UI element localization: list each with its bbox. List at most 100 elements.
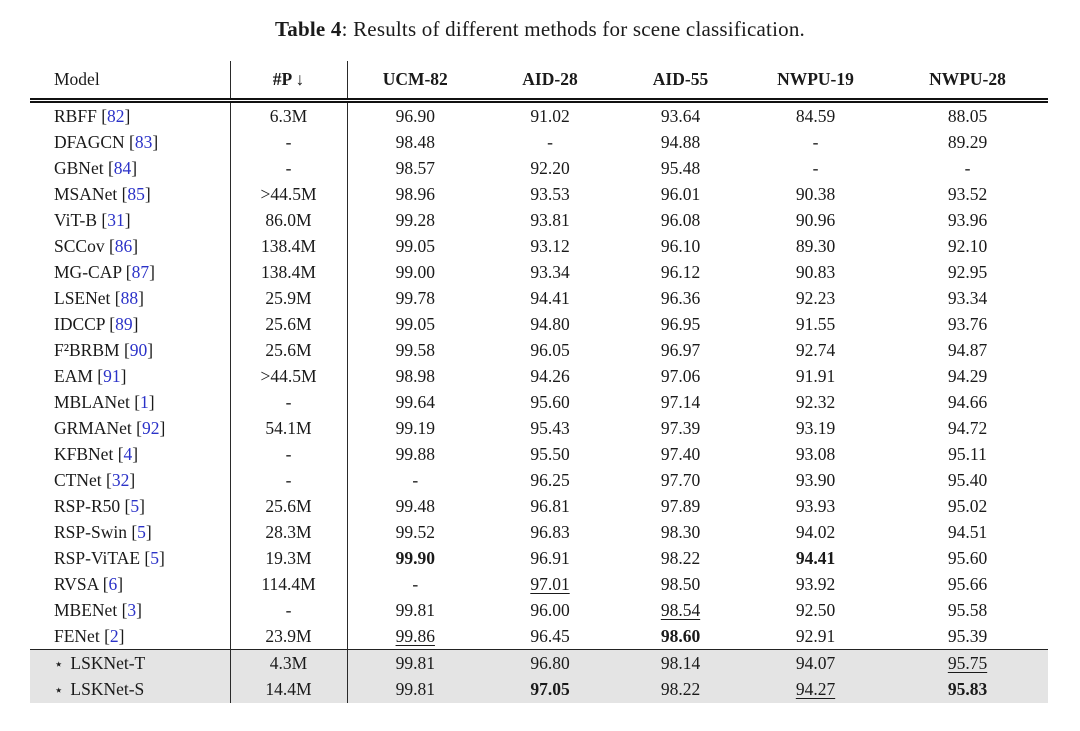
value-cell: 99.90 (395, 547, 435, 568)
citation-link[interactable]: 82 (107, 105, 125, 126)
citation-link[interactable]: 87 (131, 261, 150, 282)
citation-link[interactable]: 4 (123, 443, 133, 464)
params-cell: - (230, 155, 348, 181)
value-cell: 94.87 (947, 339, 988, 360)
value-cell: 99.78 (395, 287, 435, 308)
value-cell: 95.60 (530, 391, 570, 412)
value-cell: 96.00 (530, 599, 570, 620)
value-cell: 99.58 (395, 339, 435, 360)
citation-link[interactable]: 5 (137, 521, 146, 542)
value-cell: 96.81 (530, 495, 570, 516)
params-cell: >44.5M (230, 181, 348, 207)
params-cell: 114.4M (230, 571, 348, 597)
params-cell: 25.6M (230, 311, 348, 337)
citation-link[interactable]: 5 (150, 547, 159, 568)
value-cell: 92.23 (795, 287, 836, 308)
citation-link[interactable]: 92 (141, 417, 160, 438)
value-cell: 96.05 (530, 339, 570, 360)
model-name: LSENet (54, 287, 111, 308)
model-cell: ⋆ LSKNet-S (30, 676, 231, 703)
citation-link[interactable]: 5 (130, 495, 140, 516)
params-cell: 4.3M (230, 649, 348, 677)
value-cell: 92.91 (795, 625, 836, 646)
table-caption-text: : Results of different methods for scene… (341, 17, 805, 41)
value-cell: 88.05 (947, 105, 988, 126)
value-cell: 99.86 (395, 625, 435, 646)
model-cell: GRMANet [92] (30, 415, 231, 441)
value-cell: 96.80 (530, 652, 570, 673)
table-row: RBFF [82] 6.3M 96.90 91.02 93.64 84.59 88.05 (30, 100, 1048, 129)
citation-link[interactable]: 91 (103, 365, 121, 386)
value-cell: 94.41 (530, 287, 570, 308)
value-cell: - (547, 131, 553, 152)
table-row: ⋆ LSKNet-S 14.4M 99.81 97.05 98.22 94.27 95.83 (30, 676, 1048, 703)
model-cell: CTNet [32] (30, 467, 231, 493)
citation-link[interactable]: 1 (140, 391, 149, 412)
citation-link[interactable]: 32 (111, 469, 130, 490)
model-cell: GBNet [84] (30, 155, 231, 181)
model-cell: DFAGCN [83] (30, 129, 231, 155)
value-cell: 95.83 (947, 679, 988, 700)
params-cell: 86.0M (230, 207, 348, 233)
value-cell: - (812, 157, 819, 178)
model-name: LSKNet-T (70, 652, 146, 673)
value-cell: 98.96 (395, 183, 435, 204)
citation-link[interactable]: 2 (109, 625, 119, 646)
model-name: MG-CAP (54, 261, 122, 282)
citation-link[interactable]: 84 (113, 157, 132, 178)
value-cell: 95.39 (947, 625, 988, 646)
value-cell: 99.19 (395, 417, 435, 438)
citation-link[interactable]: 3 (127, 599, 137, 620)
value-cell: 98.98 (395, 365, 435, 386)
table-row: ViT-B [31] 86.0M 99.28 93.81 96.08 90.96 93.96 (30, 207, 1048, 233)
value-cell: 93.93 (795, 495, 836, 516)
value-cell: 95.66 (947, 573, 988, 594)
citation-link[interactable]: 6 (108, 573, 118, 594)
column-header-nwpu28: NWPU-28 (887, 61, 1048, 103)
model-cell: ViT-B [31] (30, 207, 231, 233)
citation-link[interactable]: 90 (129, 339, 148, 360)
model-name: GBNet (54, 157, 104, 178)
params-cell: - (230, 389, 348, 415)
model-name: MBLANet (54, 391, 130, 412)
value-cell: 99.05 (395, 313, 435, 334)
model-name: GRMANet (54, 417, 132, 438)
value-cell: 96.12 (660, 261, 701, 282)
column-header-model: Model (30, 61, 231, 103)
value-cell: 97.05 (530, 679, 570, 700)
value-cell: 93.96 (947, 209, 988, 230)
citation-link[interactable]: 89 (115, 313, 133, 334)
table-row: SCCov [86] 138.4M 99.05 93.12 96.10 89.30 92.1… (30, 233, 1048, 259)
value-cell: 94.66 (947, 391, 988, 412)
value-cell: 93.92 (795, 573, 836, 594)
params-cell: >44.5M (230, 363, 348, 389)
model-name: EAM (54, 365, 93, 386)
citation-link[interactable]: 88 (120, 287, 139, 308)
value-cell: 94.02 (795, 521, 836, 542)
table-caption-label: Table 4 (275, 17, 342, 41)
table-caption: Table 4: Results of different methods fo… (0, 17, 1080, 42)
params-cell: - (230, 467, 348, 493)
params-cell: 138.4M (230, 259, 348, 285)
citation-link[interactable]: 83 (134, 131, 153, 152)
params-cell: 23.9M (230, 623, 348, 650)
value-cell: 89.30 (795, 235, 836, 256)
citation-link[interactable]: 85 (127, 183, 145, 204)
value-cell: 91.55 (795, 313, 836, 334)
value-cell: 93.12 (530, 235, 570, 256)
value-cell: 93.34 (947, 287, 988, 308)
params-cell: - (230, 129, 348, 155)
value-cell: 95.40 (947, 469, 988, 490)
value-cell: - (412, 573, 419, 594)
model-cell: FENet [2] (30, 623, 231, 650)
column-header-ucm82: UCM-82 (347, 61, 483, 103)
value-cell: 97.89 (660, 495, 701, 516)
citation-link[interactable]: 31 (107, 209, 125, 230)
model-cell: RSP-Swin [5] (30, 519, 231, 545)
column-header-aid55: AID-55 (617, 61, 744, 103)
citation-link[interactable]: 86 (114, 235, 133, 256)
value-cell: 97.14 (660, 391, 701, 412)
model-name: MSANet (54, 183, 118, 204)
table-row: KFBNet [4] - 99.88 95.50 97.40 93.08 95.11 (30, 441, 1048, 467)
table-row: ⋆ LSKNet-T 4.3M 99.81 96.80 98.14 94.07 95.75 (30, 649, 1048, 677)
